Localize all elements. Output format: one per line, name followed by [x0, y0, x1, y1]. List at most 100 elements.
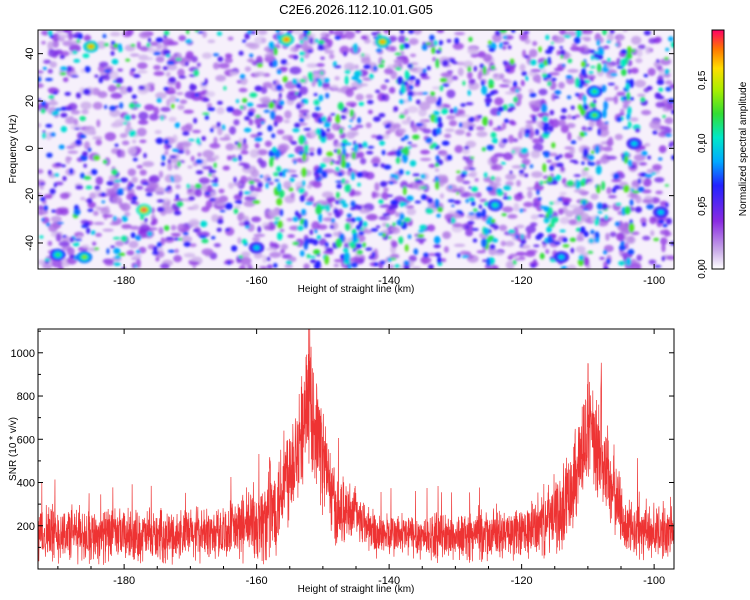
heatmap-cell [43, 59, 52, 64]
heatmap-cell [446, 154, 453, 161]
heatmap-cell [185, 149, 191, 156]
heatmap-cell [503, 118, 509, 124]
heatmap-cell [508, 119, 515, 125]
heatmap-cell [533, 244, 540, 248]
heatmap-cell [77, 33, 83, 40]
heatmap-cell [515, 234, 519, 239]
heatmap-streak-cell [356, 171, 363, 178]
heatmap-cell [520, 147, 528, 154]
heatmap-cell [47, 169, 52, 176]
heatmap-cell [295, 44, 303, 49]
heatmap-cell [462, 148, 470, 155]
heatmap-cell [246, 102, 254, 107]
heatmap-streak-cell [399, 212, 405, 221]
heatmap-streak-cell [603, 100, 609, 111]
heatmap-cell [539, 180, 543, 186]
heatmap-cell [388, 206, 393, 211]
heatmap-cell [82, 53, 90, 59]
heatmap-cell [103, 69, 112, 73]
heatmap-cell [237, 237, 242, 245]
heatmap-streak-cell [546, 226, 552, 233]
heatmap-cell [559, 191, 567, 196]
heatmap-streak-cell [270, 110, 276, 120]
heatmap-cell [174, 237, 179, 241]
heatmap-cell [460, 172, 466, 178]
heatmap-cell [170, 232, 181, 236]
heatmap-cell [573, 174, 582, 177]
y-tick-label: 1000 [11, 348, 35, 360]
heatmap-cell [109, 31, 121, 37]
heatmap-cell [648, 37, 657, 44]
heatmap-cell [107, 84, 117, 93]
heatmap-cell [636, 254, 643, 262]
heatmap-cell [80, 68, 86, 73]
heatmap-cell [589, 77, 594, 82]
heatmap-cell [154, 186, 165, 194]
heatmap-cell [536, 188, 540, 196]
heatmap-cell [398, 35, 407, 44]
heatmap-cell [508, 103, 515, 107]
heatmap-cell [420, 256, 432, 264]
heatmap-cell [180, 235, 193, 243]
heatmap-cell [388, 181, 394, 185]
heatmap-cell [663, 231, 672, 237]
heatmap-cell [62, 30, 73, 33]
heatmap-cell [225, 228, 231, 232]
heatmap-cell [452, 223, 463, 228]
heatmap-cell [59, 54, 65, 59]
heatmap-cell [160, 263, 170, 269]
heatmap-cell [477, 72, 482, 80]
heatmap-cell [661, 243, 666, 253]
heatmap-cell [418, 108, 427, 117]
heatmap-cell [139, 169, 147, 176]
heatmap-cell [157, 206, 165, 213]
heatmap-cell [464, 145, 470, 150]
heatmap-cell [381, 149, 386, 156]
heatmap-cell [117, 43, 122, 50]
heatmap-cell [315, 174, 321, 177]
heatmap-cell [635, 206, 643, 213]
heatmap-streak-cell [402, 81, 409, 86]
heatmap-cell [66, 65, 73, 72]
heatmap-cell [303, 112, 308, 117]
heatmap-streak-cell [625, 83, 630, 91]
heatmap-cell [169, 155, 177, 159]
heatmap-cell [155, 56, 165, 63]
heatmap-cell [256, 149, 268, 156]
heatmap-cell [600, 203, 608, 210]
heatmap-cell [344, 142, 353, 146]
heatmap-cell [477, 115, 483, 119]
heatmap-streak-cell [299, 51, 306, 56]
heatmap-cell [392, 222, 396, 227]
heatmap-streak-cell [398, 236, 404, 245]
heatmap-cell [119, 86, 129, 95]
heatmap-cell [224, 57, 233, 64]
heatmap-cell [192, 204, 200, 210]
heatmap-cell [282, 171, 286, 178]
heatmap-cell [247, 223, 255, 232]
heatmap-cell [575, 46, 586, 52]
heatmap-cell [454, 145, 464, 154]
heatmap-cell [122, 121, 128, 125]
heatmap-cell [274, 178, 280, 182]
heatmap-cell [247, 110, 255, 117]
heatmap-cell [318, 238, 327, 246]
heatmap-cell [111, 58, 119, 65]
heatmap-streak-cell [490, 176, 496, 181]
heatmap-streak-cell [627, 106, 632, 115]
heatmap-streak-cell [324, 254, 330, 265]
heatmap-cell [153, 51, 162, 56]
heatmap-cell [567, 69, 579, 73]
heatmap-cell [110, 122, 121, 128]
y-tick-label: 800 [17, 391, 35, 403]
heatmap-cell [609, 231, 617, 238]
heatmap-cell [603, 266, 609, 269]
heatmap-streak-cell [542, 163, 547, 173]
heatmap-cell [618, 35, 625, 41]
heatmap-cell [316, 63, 325, 67]
snr-x-label: Height of straight line (km) [298, 584, 415, 595]
heatmap-cell [286, 31, 292, 35]
heatmap-cell [454, 37, 460, 45]
heatmap-cell [393, 59, 405, 63]
